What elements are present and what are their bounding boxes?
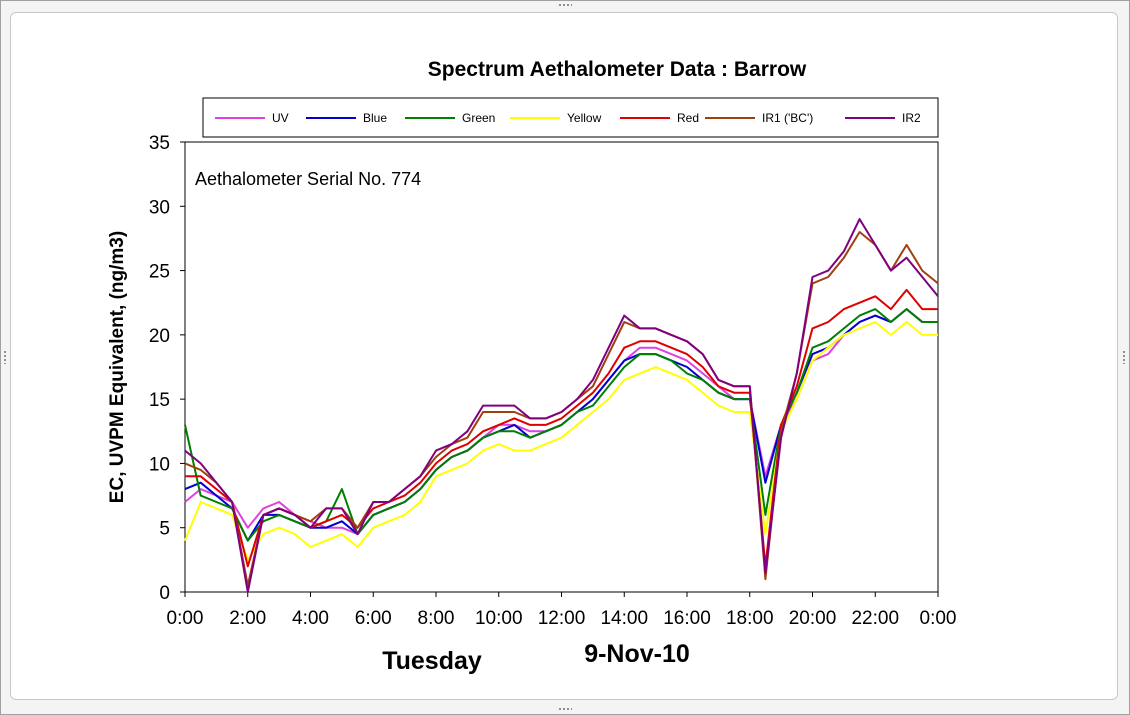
top-resize-grip[interactable] [558,3,572,7]
x-tick-label: 16:00 [663,608,711,629]
serial-annotation: Aethalometer Serial No. 774 [195,169,421,189]
y-tick-label: 20 [149,326,170,347]
x-tick-label: 18:00 [726,608,774,629]
y-axis-label: EC, UVPM Equivalent, (ng/m3) [107,231,128,503]
legend-label: Red [677,111,699,125]
x-tick-label: 10:00 [475,608,523,629]
legend-label: Blue [363,111,387,125]
left-resize-grip[interactable] [3,350,7,364]
series-lines [184,218,939,593]
x-tick-label: 14:00 [600,608,648,629]
y-tick-label: 5 [159,519,170,540]
legend-label: Green [462,111,495,125]
y-tick-label: 35 [149,133,170,154]
y-tick-label: 0 [159,583,170,604]
legend-label: IR2 [902,111,921,125]
x-tick-label: 4:00 [292,608,329,629]
chart-title: Spectrum Aethalometer Data : Barrow [428,58,807,81]
x-tick-label: 8:00 [418,608,455,629]
legend-label: IR1 ('BC') [762,111,813,125]
y-tick-label: 10 [149,454,170,475]
x-axis: 0:00 2:00 4:00 6:00 8:00 10:00 12:00 14:00 16:00… [167,592,957,629]
x-tick-label: 12:00 [538,608,586,629]
right-resize-grip[interactable] [1122,350,1126,364]
x-tick-label: 20:00 [789,608,837,629]
bottom-resize-grip[interactable] [558,707,572,711]
series-line-ir2 [184,218,939,593]
x-tick-label: 6:00 [355,608,392,629]
legend-box [202,97,939,138]
y-axis: 0 5 10 15 20 25 30 35 [149,133,185,604]
y-tick-label: 25 [149,262,170,283]
legend: UV Blue Green Yellow Red IR1 ('BC') IR2 [215,111,921,125]
x-tick-label: 2:00 [229,608,266,629]
legend-label: UV [272,111,289,125]
x-tick-label: 0:00 [920,608,957,629]
day-label: Tuesday [382,647,482,675]
y-tick-label: 30 [149,197,170,218]
x-tick-label: 22:00 [851,608,899,629]
x-tick-label: 0:00 [167,608,204,629]
legend-label: Yellow [567,111,602,125]
y-tick-label: 15 [149,390,170,411]
date-label: 9-Nov-10 [584,640,690,668]
plot-area [184,141,939,593]
series-line-yellow [184,321,938,561]
